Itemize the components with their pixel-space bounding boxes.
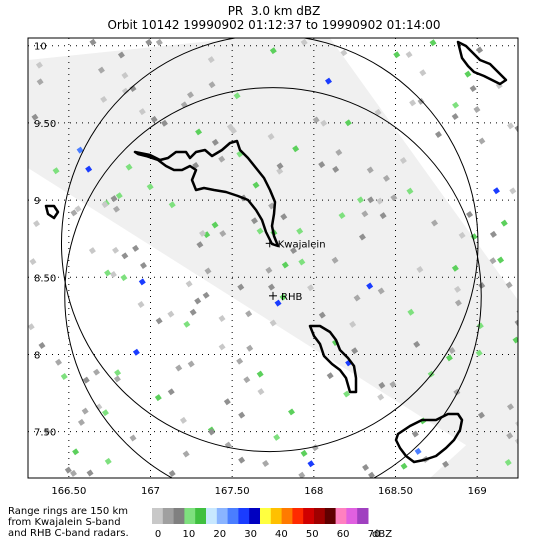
legend-unit-label: dBZ — [372, 529, 392, 540]
legend-tick-label: 30 — [244, 529, 257, 540]
dbz-color-legend — [152, 508, 369, 524]
legend-swatch — [184, 508, 196, 524]
legend-swatch — [292, 508, 304, 524]
legend-swatch — [216, 508, 229, 524]
longitude-tick-label: 166.50 — [51, 486, 86, 497]
legend-swatch — [324, 508, 337, 524]
range-ring-rhb — [64, 87, 482, 478]
range-ring-kwajalein — [61, 38, 479, 453]
longitude-tick-label: 169 — [468, 486, 487, 497]
coastlines — [44, 40, 508, 464]
legend-tick-label: 70 — [368, 529, 381, 540]
note-line: and RHB C-band radars. — [8, 528, 129, 539]
legend-swatch — [249, 508, 261, 524]
island-bikini — [456, 40, 508, 86]
plot-frame — [27, 37, 519, 479]
island-kwajalein-atoll — [133, 139, 280, 248]
legend-swatch — [227, 508, 239, 524]
map-title: PR 3.0 km dBZ — [227, 4, 321, 18]
longitude-tick-label: 167.50 — [215, 486, 250, 497]
legend-swatch — [270, 508, 283, 524]
legend-swatch — [346, 508, 358, 524]
legend-swatch — [314, 508, 326, 524]
legend-swatch — [206, 508, 218, 524]
note-line: from Kwajalein S-band — [8, 517, 121, 528]
island-ailinglaplap — [394, 412, 464, 464]
latitude-tick-label: 8.50 — [34, 273, 56, 284]
legend-swatch — [195, 508, 207, 524]
longitude-tick-label: 168.50 — [378, 486, 413, 497]
legend-tick-label: 50 — [306, 529, 319, 540]
island-namu — [308, 324, 358, 394]
station-label: Kwajalein — [278, 239, 326, 250]
latitude-tick-label: 7.50 — [34, 428, 56, 439]
note-line: Range rings are 150 km — [8, 506, 128, 517]
legend-swatch — [335, 508, 347, 524]
legend-swatch — [303, 508, 315, 524]
legend-swatch — [357, 508, 369, 524]
latitude-tick-label: 8 — [34, 350, 40, 361]
legend-tick-label: 40 — [275, 529, 288, 540]
legend-swatch — [152, 508, 164, 524]
legend-swatch — [238, 508, 250, 524]
island-lae — [44, 204, 60, 220]
legend-tick-label: 10 — [182, 529, 195, 540]
legend-swatch — [173, 508, 185, 524]
legend-swatch — [281, 508, 293, 524]
station-label: RHB — [281, 292, 302, 303]
latitude-tick-label: 10 — [34, 42, 47, 53]
legend-tick-label: 20 — [213, 529, 226, 540]
orbit-subtitle: Orbit 10142 19990902 01:12:37 to 1999090… — [107, 18, 441, 32]
latitude-tick-label: 9.50 — [34, 119, 56, 130]
legend-tick-label: 0 — [155, 529, 161, 540]
legend-swatch — [162, 508, 175, 524]
reflectivity-pixels — [28, 38, 518, 478]
longitude-tick-label: 167 — [141, 486, 160, 497]
latitude-tick-label: 9 — [34, 196, 40, 207]
range-ring-note: Range rings are 150 km from Kwajalein S-… — [8, 506, 129, 539]
legend-swatch — [260, 508, 272, 524]
longitude-tick-label: 168 — [304, 486, 323, 497]
legend-tick-label: 60 — [337, 529, 350, 540]
